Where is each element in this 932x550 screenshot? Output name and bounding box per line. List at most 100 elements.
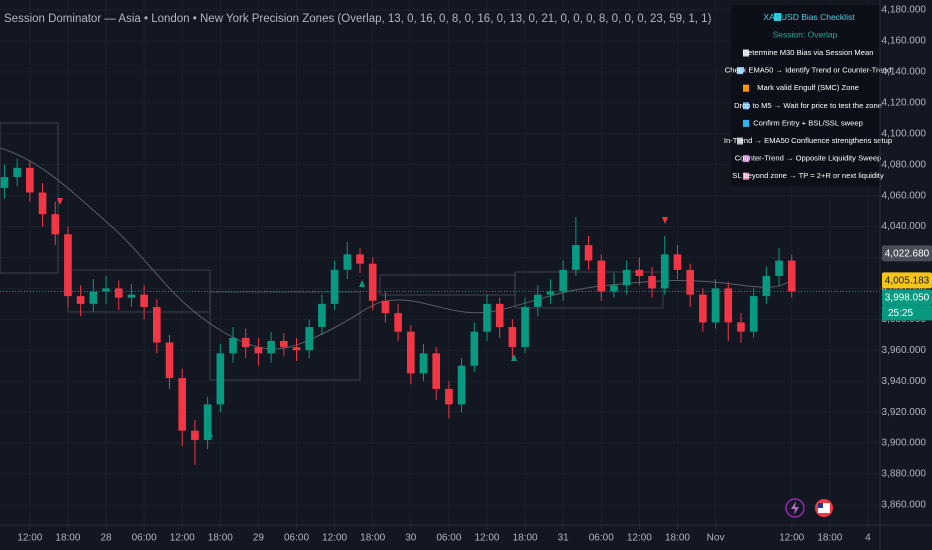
candle-body [267,340,275,354]
y-tick-label: 4,060.000 [882,190,927,201]
flag-glyph [818,503,830,513]
candle-body [0,177,9,188]
x-tick-label: 18:00 [55,533,80,544]
candle-body [699,294,707,323]
zone-box [209,291,361,381]
y-tick-label: 4,120.000 [882,97,927,108]
buy-marker [207,430,213,437]
candle-body [432,353,440,389]
icon [743,102,749,110]
x-tick-label: 12:00 [779,533,804,544]
price-tag-label: 4,005.183 [885,276,930,287]
candle-body [572,245,580,270]
candle-body [584,245,593,261]
buy-marker [359,280,365,287]
y-tick-label: 4,140.000 [882,67,927,78]
checklist-item: Check EMA50 → Identify Trend or Counter-… [725,66,891,75]
icon [737,137,743,145]
signal-markers [57,198,668,437]
checklist-item: Confirm Entry + BSL/SSL sweep [753,118,863,127]
y-tick-label: 3,900.000 [882,438,927,449]
checklist-item: In-Trend → EMA50 Confluence strengthens … [724,136,892,145]
candle-body [775,260,783,277]
x-tick-label: 18:00 [208,533,233,544]
candle-body [241,337,250,348]
sell-marker [57,198,63,205]
grid [0,0,880,525]
checklist: XAUUSD Bias Checklist Session: Overlap Det… [724,12,892,180]
candle-body [406,331,415,374]
candle-body [737,322,745,332]
events-icon[interactable] [785,498,805,518]
y-tick-label: 3,960.000 [882,345,927,356]
buy-marker [511,354,517,361]
candle-body [508,327,517,348]
icon [743,155,749,163]
checklist-item: Drop to M5 → Wait for price to test the … [734,101,882,110]
price-tag [882,272,932,289]
candle-body [292,347,301,351]
x-tick-label: 06:00 [436,533,461,544]
candle-body [280,340,288,348]
candle-body [343,254,352,270]
icon [774,13,781,21]
y-tick-label: 3,880.000 [882,469,927,480]
x-tick-label: 18:00 [665,533,690,544]
y-tick-label: 4,160.000 [882,36,927,47]
x-tick-label: 18:00 [513,533,538,544]
checklist-item: Counter-Trend → Opposite Liquidity Sweep [735,154,882,163]
price-tags: 4,022.680 4,005.183 3,998.050 25:25 [882,245,932,321]
candle-body [356,254,364,264]
candle-body [483,303,491,332]
candle-body [140,294,148,307]
x-tick-label: 28 [100,533,112,544]
candle-body [660,254,669,289]
icon [743,49,749,57]
x-tick-label: 18:00 [360,533,385,544]
candle-body [787,260,796,292]
x-tick-label: 4 [865,533,871,544]
candle-body [686,269,694,295]
candle-body [178,378,187,431]
icon [743,119,749,127]
countdown-label: 25:25 [888,308,913,319]
x-tick-label: 29 [253,533,265,544]
candle-body [191,430,199,440]
x-tick-label: 12:00 [627,533,652,544]
candle-body [457,365,466,405]
y-tick-label: 4,040.000 [882,221,927,232]
candle-body [622,269,631,286]
sell-marker [662,217,668,224]
checklist-panel [731,5,880,186]
candle-body [165,342,174,379]
candle-body [127,294,136,298]
x-tick-label: 12:00 [322,533,347,544]
candle-body [254,347,263,354]
candle-body [749,296,758,332]
x-tick-label: 12:00 [170,533,195,544]
indicator-title: Session Dominator — Asia • London • New … [4,13,712,25]
candle-body [673,254,682,270]
candles [0,158,796,465]
checklist-session: Session: Overlap [773,29,838,39]
x-tick-label: 18:00 [817,533,842,544]
checklist-item: Mark valid Engulf (SMC) Zone [757,83,859,92]
candle-body [495,303,504,328]
checklist-item: Determine M30 Bias via Session Mean [743,48,874,57]
candle-body [711,288,720,323]
y-tick-label: 4,100.000 [882,128,927,139]
candle-body [648,276,656,289]
candle-body [153,306,161,343]
y-tick-label: 4,080.000 [882,159,927,170]
checklist-heading: XAUUSD Bias Checklist [763,12,855,22]
x-tick-label: 31 [558,533,570,544]
candle-body [762,276,771,297]
candle-body [13,167,21,178]
x-tick-label: Nov [707,533,725,544]
y-tick-label: 3,940.000 [882,376,927,387]
candle-body [114,288,123,298]
candle-body [445,388,453,405]
candle-body [216,353,225,405]
y-tick-label: 3,860.000 [882,500,927,511]
